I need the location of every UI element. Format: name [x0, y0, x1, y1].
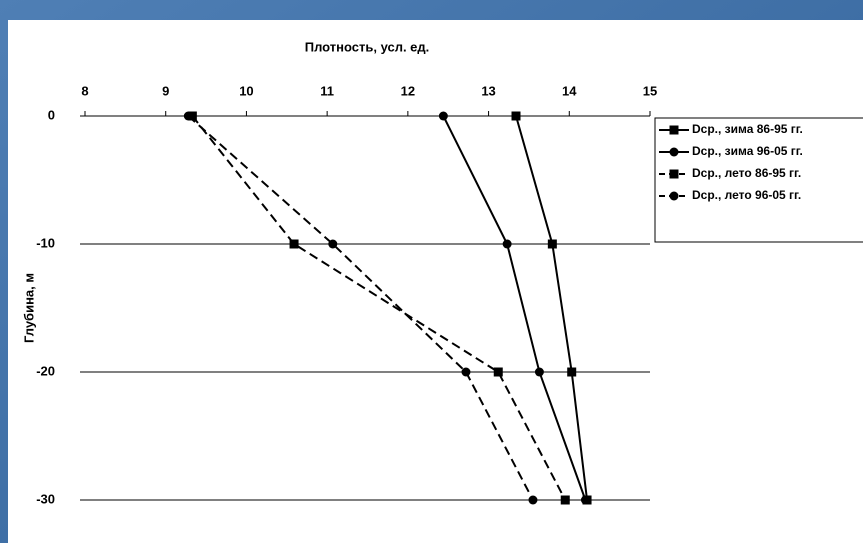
data-point	[547, 239, 557, 249]
data-point	[493, 367, 503, 377]
legend-marker	[669, 125, 679, 135]
legend-label: Dср., зима 86-95 гг.	[692, 122, 803, 136]
x-tick-label: 13	[481, 83, 495, 98]
y-tick-label: -10	[36, 235, 55, 250]
x-tick-label: 11	[320, 83, 334, 98]
legend-box	[654, 117, 863, 243]
legend-label: Dср., зима 96-05 гг.	[692, 144, 803, 158]
legend-marker	[669, 147, 679, 157]
y-tick-label: -30	[36, 491, 55, 506]
x-tick-label: 8	[81, 83, 88, 98]
series-line	[191, 115, 567, 501]
series-line	[515, 115, 589, 501]
data-point	[560, 495, 570, 505]
data-point	[461, 367, 471, 377]
x-tick-label: 14	[562, 83, 577, 98]
chart-area	[8, 20, 863, 543]
legend-marker	[669, 191, 679, 201]
data-point	[567, 367, 577, 377]
x-tick-label: 10	[239, 83, 253, 98]
y-tick-label: 0	[48, 107, 55, 122]
x-tick-label: 15	[643, 83, 657, 98]
data-point	[534, 367, 544, 377]
y-axis-title: Глубина, м	[21, 273, 36, 343]
legend-label: Dср., лето 86-95 гг.	[692, 166, 801, 180]
legend-marker	[669, 169, 679, 179]
data-point	[328, 239, 338, 249]
series-line	[187, 115, 534, 501]
data-point	[183, 111, 193, 121]
data-point	[511, 111, 521, 121]
legend-label: Dср., лето 96-05 гг.	[692, 188, 801, 202]
series-line	[442, 115, 587, 501]
y-tick-label: -20	[36, 363, 55, 378]
data-point	[438, 111, 448, 121]
data-point	[528, 495, 538, 505]
data-point	[289, 239, 299, 249]
x-axis-title: Плотность, усл. ед.	[305, 39, 430, 54]
data-point	[580, 495, 590, 505]
data-point	[502, 239, 512, 249]
x-tick-label: 12	[401, 83, 415, 98]
x-tick-label: 9	[162, 83, 169, 98]
